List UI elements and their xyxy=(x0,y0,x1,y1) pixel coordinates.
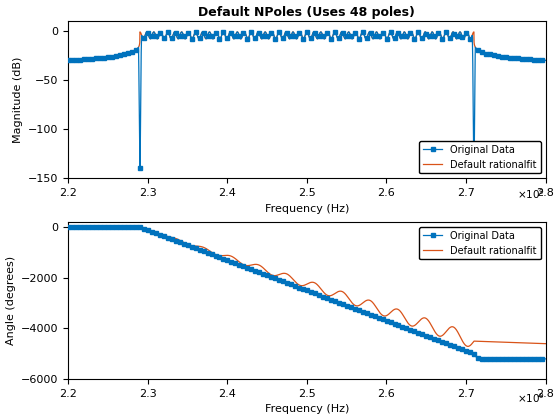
Y-axis label: Magnitude (dB): Magnitude (dB) xyxy=(13,57,23,143)
Default rationalfit xyxy=(65,58,72,63)
Default rationalfit xyxy=(533,341,540,346)
Default rationalfit xyxy=(464,344,471,349)
Original Data xyxy=(482,51,488,56)
Original Data xyxy=(248,267,255,272)
X-axis label: Frequency (Hz): Frequency (Hz) xyxy=(265,404,349,415)
Text: $\times10^{9}$: $\times10^{9}$ xyxy=(517,187,545,201)
Original Data xyxy=(269,275,276,280)
Line: Original Data: Original Data xyxy=(67,225,547,361)
Default rationalfit xyxy=(119,225,126,230)
Original Data xyxy=(482,356,488,361)
Text: $\times10^{9}$: $\times10^{9}$ xyxy=(517,391,545,405)
Default rationalfit xyxy=(542,341,549,346)
Line: Default rationalfit: Default rationalfit xyxy=(68,32,545,60)
Legend: Original Data, Default rationalfit: Original Data, Default rationalfit xyxy=(419,141,540,173)
Line: Original Data: Original Data xyxy=(67,30,547,170)
Default rationalfit xyxy=(269,273,276,278)
Original Data xyxy=(542,356,549,361)
Default rationalfit xyxy=(148,228,155,233)
Line: Default rationalfit: Default rationalfit xyxy=(68,227,545,346)
Default rationalfit xyxy=(65,225,72,230)
Original Data xyxy=(137,166,143,171)
Original Data xyxy=(148,229,155,234)
Legend: Original Data, Default rationalfit: Original Data, Default rationalfit xyxy=(419,227,540,260)
Default rationalfit xyxy=(248,29,255,34)
Original Data xyxy=(119,52,126,57)
Original Data xyxy=(542,58,549,63)
Default rationalfit xyxy=(248,262,255,268)
Original Data xyxy=(119,225,126,230)
Original Data xyxy=(533,356,539,361)
Original Data xyxy=(148,35,155,40)
Default rationalfit xyxy=(533,57,540,62)
Default rationalfit xyxy=(542,58,549,63)
X-axis label: Frequency (Hz): Frequency (Hz) xyxy=(265,204,349,214)
Original Data xyxy=(269,29,276,34)
Default rationalfit xyxy=(148,36,155,41)
Original Data xyxy=(248,29,255,34)
Title: Default NPoles (Uses 48 poles): Default NPoles (Uses 48 poles) xyxy=(198,5,416,18)
Default rationalfit xyxy=(482,339,488,344)
Original Data xyxy=(65,58,72,63)
Original Data xyxy=(185,29,192,34)
Original Data xyxy=(65,225,72,230)
Default rationalfit xyxy=(185,29,192,34)
Default rationalfit xyxy=(269,29,276,34)
Original Data xyxy=(533,57,540,62)
Default rationalfit xyxy=(482,51,488,56)
Y-axis label: Angle (degrees): Angle (degrees) xyxy=(6,256,16,345)
Default rationalfit xyxy=(119,52,126,57)
